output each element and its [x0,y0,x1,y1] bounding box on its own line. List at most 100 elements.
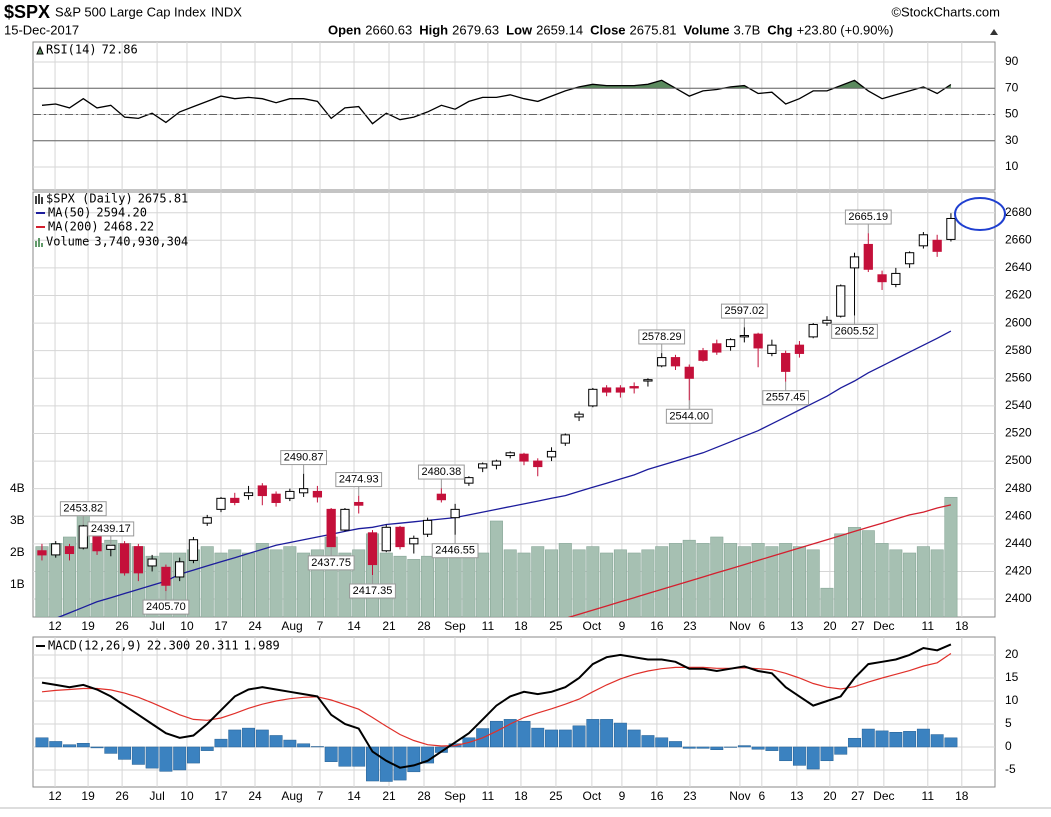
plot [35,643,958,782]
histogram-bar [297,743,311,748]
legend-icon [36,45,44,55]
annotation-label: 2597.02 [724,305,764,317]
candle-body [285,490,295,499]
plot [41,79,952,125]
x-tick-label: Sep [444,619,466,633]
candle-body [753,333,763,349]
quote-label: Open [328,22,361,37]
y-tick-label: 2540 [1005,398,1032,412]
x-tick-label: 9 [619,789,626,803]
annotation-box [142,599,190,615]
histogram-bar [159,746,173,772]
volume-bar [572,549,586,617]
candle-body [822,319,832,324]
x-tick-label: 28 [417,619,431,633]
legend-text: MA(50) [48,206,91,220]
x-tick-label: 27 [851,789,865,803]
volume-bar [421,555,435,617]
candle-body [257,485,267,497]
volume-bar [930,549,944,617]
x-tick-label: 17 [214,789,228,803]
y-tick-label: 90 [1005,54,1019,68]
legend-text: 20.311 [195,639,238,653]
x-tick-label: 25 [549,789,563,803]
x-tick-label: Jul [149,619,164,633]
annotation-label: 2578.29 [642,331,682,343]
histogram-bar [669,741,682,748]
volume-bar [765,546,779,617]
volume-bar [283,546,297,617]
candle-body [37,550,47,556]
legend-text: $SPX (Daily) [46,192,133,206]
volume-bar [434,552,448,617]
x-tick-label: 18 [514,789,528,803]
candle-body [932,239,942,252]
histogram-bar [104,746,118,754]
x-tick-label: 16 [650,619,664,633]
candle-body [491,460,502,466]
candle-body [464,477,474,484]
legend-text: Volume [46,235,89,249]
legend-icon [35,194,43,204]
volume-bar [875,543,889,617]
candle-body [808,323,818,338]
x-tick-label: 16 [650,789,664,803]
annotation-label: 2417.35 [353,585,393,597]
histogram-bar [531,727,545,748]
volume-bar [916,546,930,617]
candle-body [725,339,736,348]
volume-bar [517,552,531,617]
candle-body [698,350,708,361]
volume-bar [297,552,311,617]
y-tick-label: 20 [1005,647,1019,661]
candle-body [422,519,433,535]
y-tick-label: 10 [1005,159,1019,173]
quote-value: +23.80 (+0.90%) [797,22,894,37]
histogram-bar [242,727,255,748]
annotation-label: 2446.55 [435,545,475,557]
candle-body [230,497,240,503]
x-tick-label: 11 [482,619,495,633]
histogram-bar [379,746,393,782]
y-tick-label: 70 [1005,80,1019,94]
volume-bar [848,527,862,617]
y-tick-label: 2640 [1005,260,1032,274]
candle-body [78,525,88,549]
x-tick-label: 12 [48,619,62,633]
histogram-bar [393,746,407,781]
histogram-bar [187,746,200,764]
histogram-bar [806,746,820,770]
annotation-box [59,501,107,517]
histogram-bar [737,745,751,748]
candle-body [395,526,405,548]
candle-body [243,492,254,497]
histogram-bar [682,746,696,749]
candle-body [629,386,639,389]
legend-text: 22.300 [147,639,190,653]
histogram-bar [214,738,228,748]
annotation-box [831,323,878,339]
annotation-box [307,555,355,571]
x-tick-label: 6 [758,789,765,803]
legend-text: 3,740,930,304 [94,235,188,249]
y-tick-label: -5 [1005,762,1016,776]
volume-bar [269,549,283,617]
x-tick-label: Aug [281,619,302,633]
panel: 12 19 26 Jul 10 17 24 Aug 7 14 21 28 Sep 11 18 25 Oct 9 16… [10,191,1032,633]
collapse-arrow[interactable] [990,29,998,35]
x-tick-label: Oct [583,789,602,803]
histogram-bar [820,746,834,762]
volume-bar [503,549,517,617]
candle-body [601,387,612,393]
candle-body [202,517,212,524]
quote-value: 2679.63 [452,22,499,37]
volume-bar [407,559,421,617]
histogram-bar [283,739,297,748]
quote-value: 3.7B [734,22,761,37]
y-tick-label: 2400 [1005,591,1032,605]
histogram-bar [655,737,669,748]
volume-bar [944,496,958,617]
histogram-bar [875,730,889,748]
volume-bar [600,552,614,617]
